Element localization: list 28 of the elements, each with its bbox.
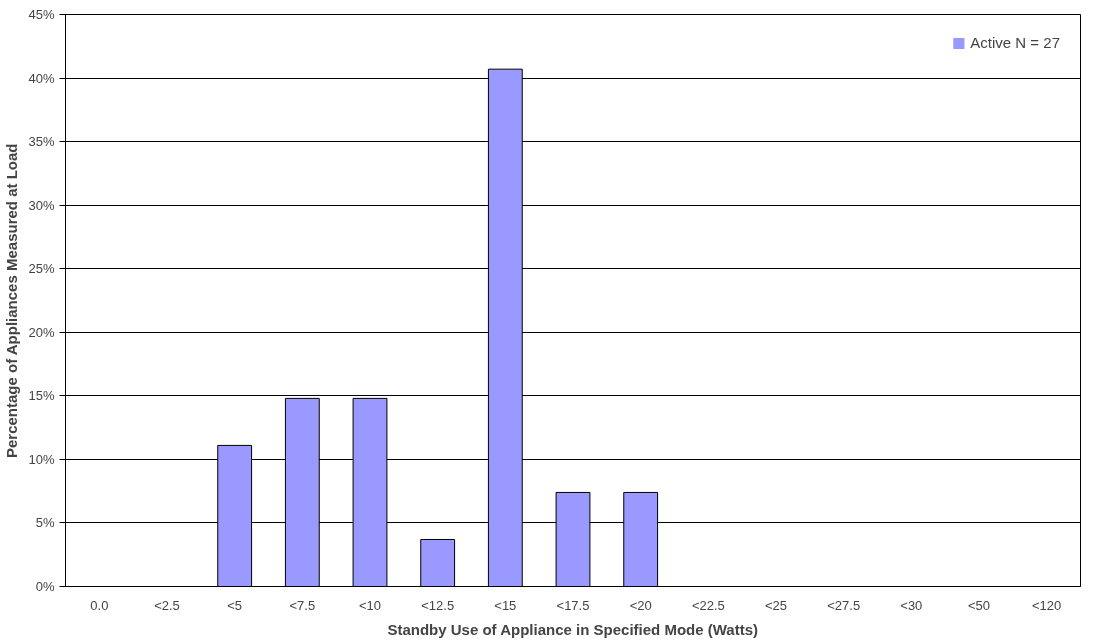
- x-tick-label: <15: [494, 597, 517, 613]
- y-tick-label: 45%: [28, 7, 55, 22]
- x-tick-label: <7.5: [289, 597, 316, 613]
- x-tick-label: <30: [900, 597, 923, 613]
- legend-label: Active N = 27: [970, 34, 1060, 51]
- x-tick-label: <5: [227, 597, 243, 613]
- y-tick-label: 15%: [28, 388, 55, 404]
- y-tick-label: 35%: [28, 134, 55, 150]
- y-tick-label: 40%: [28, 70, 55, 86]
- x-tick-label: 0.0: [90, 597, 109, 613]
- x-tick-label: <50: [967, 597, 991, 613]
- x-tick-label: <25: [764, 597, 788, 613]
- x-tick-label: <27.5: [827, 597, 861, 613]
- y-tick-label: 10%: [28, 451, 55, 467]
- x-tick-label: <120: [1032, 597, 1062, 613]
- y-tick-label: 25%: [28, 261, 55, 277]
- x-tick-label: <2.5: [154, 597, 180, 613]
- y-tick-label: 30%: [28, 197, 55, 213]
- x-tick-label: <17.5: [556, 597, 590, 613]
- y-tick-label: 5%: [35, 515, 55, 531]
- x-tick-label: <10: [358, 597, 382, 613]
- x-tick-label: <12.5: [421, 597, 455, 613]
- y-axis-title: Percentage of Appliances Measured at Load: [3, 143, 21, 459]
- x-tick-label: <22.5: [691, 597, 725, 613]
- y-tick-label: 20%: [28, 324, 55, 340]
- y-tick-label: 0%: [35, 579, 55, 594]
- x-tick-label: <20: [629, 597, 652, 613]
- x-axis-title: Standby Use of Appliance in Specified Mode (Watts): [387, 620, 759, 638]
